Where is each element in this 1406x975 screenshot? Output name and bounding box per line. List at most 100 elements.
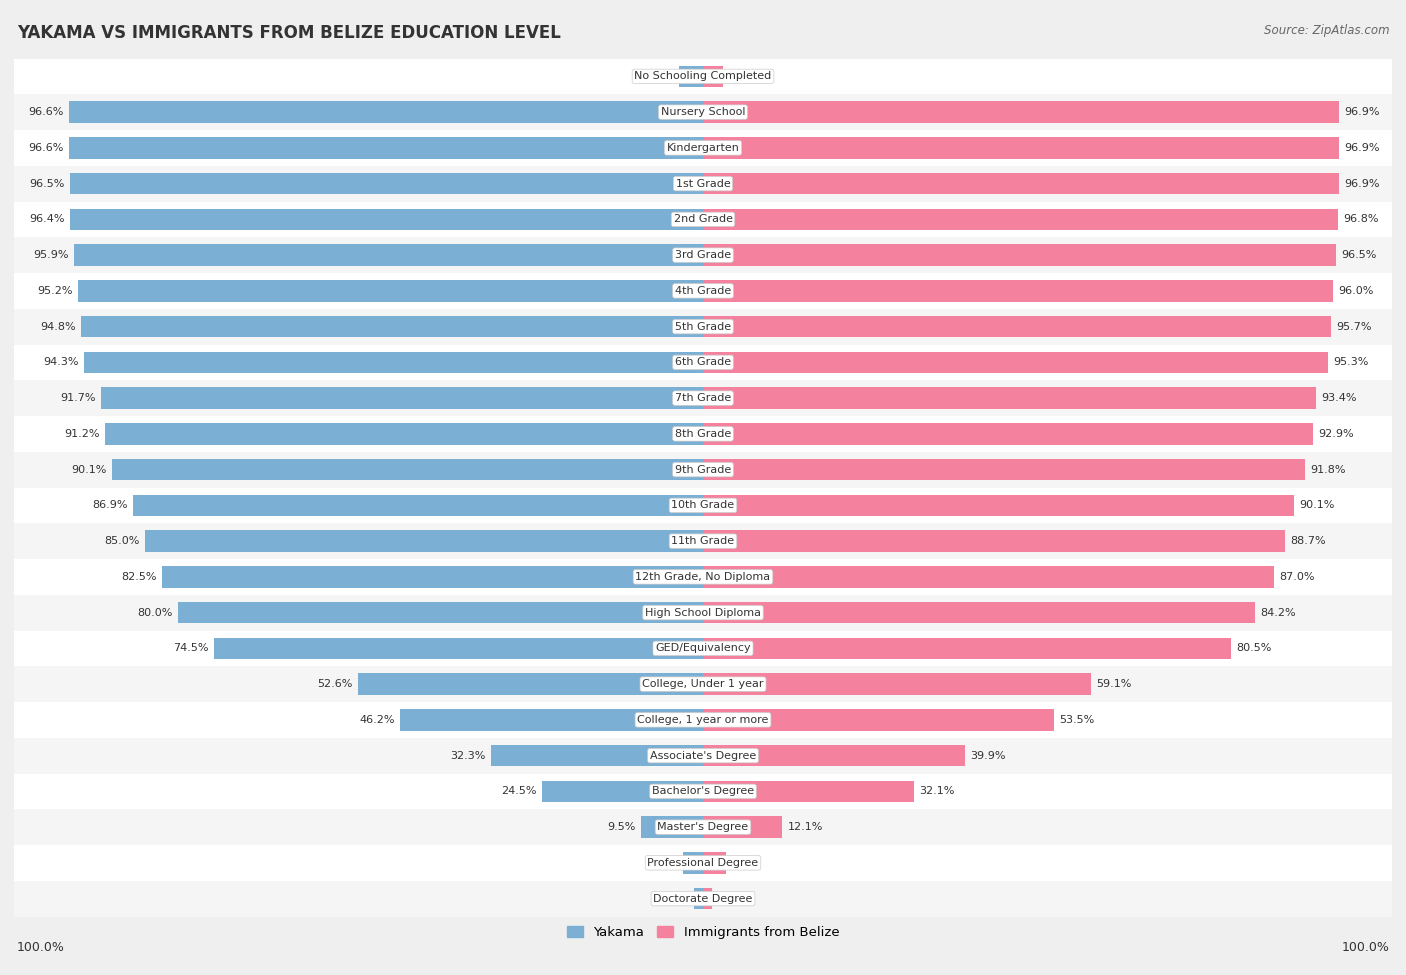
Text: 9th Grade: 9th Grade <box>675 465 731 475</box>
Bar <box>703 101 1339 123</box>
Bar <box>132 494 703 516</box>
Text: 74.5%: 74.5% <box>173 644 209 653</box>
Bar <box>14 488 1392 524</box>
Bar <box>399 709 703 730</box>
Bar <box>703 387 1316 409</box>
Bar <box>14 451 1392 488</box>
Bar <box>703 638 1232 659</box>
Bar <box>359 674 703 695</box>
Text: 96.9%: 96.9% <box>1344 107 1379 117</box>
Text: 4th Grade: 4th Grade <box>675 286 731 295</box>
Bar <box>14 202 1392 237</box>
Bar <box>179 602 703 623</box>
Bar <box>14 130 1392 166</box>
Bar <box>14 416 1392 451</box>
Bar <box>162 566 703 588</box>
Bar <box>703 745 965 766</box>
Bar <box>14 344 1392 380</box>
Bar <box>79 280 703 301</box>
Bar <box>703 530 1285 552</box>
Text: College, 1 year or more: College, 1 year or more <box>637 715 769 724</box>
Bar <box>703 602 1256 623</box>
Bar <box>14 845 1392 880</box>
Text: 85.0%: 85.0% <box>104 536 141 546</box>
Bar <box>703 245 1336 266</box>
Text: College, Under 1 year: College, Under 1 year <box>643 680 763 689</box>
Text: 100.0%: 100.0% <box>17 941 65 954</box>
Bar <box>679 65 703 87</box>
Bar <box>703 566 1274 588</box>
Bar <box>14 166 1392 202</box>
Text: 91.2%: 91.2% <box>63 429 100 439</box>
Bar <box>703 459 1305 481</box>
Bar <box>70 209 703 230</box>
Text: 1.3%: 1.3% <box>717 894 745 904</box>
Text: 96.9%: 96.9% <box>1344 178 1379 188</box>
Text: 90.1%: 90.1% <box>1299 500 1334 510</box>
Text: GED/Equivalency: GED/Equivalency <box>655 644 751 653</box>
Text: 80.0%: 80.0% <box>138 607 173 617</box>
Bar <box>703 781 914 802</box>
Text: 39.9%: 39.9% <box>970 751 1005 760</box>
Bar <box>84 352 703 373</box>
Bar <box>14 380 1392 416</box>
Text: 1st Grade: 1st Grade <box>676 178 730 188</box>
Text: 9.5%: 9.5% <box>607 822 636 832</box>
Bar <box>491 745 703 766</box>
Bar <box>14 702 1392 738</box>
Text: 6th Grade: 6th Grade <box>675 358 731 368</box>
Bar <box>683 852 703 874</box>
Bar <box>703 423 1313 445</box>
Text: 96.5%: 96.5% <box>1341 251 1376 260</box>
Bar <box>703 209 1339 230</box>
Text: 91.8%: 91.8% <box>1310 465 1346 475</box>
Text: 3.6%: 3.6% <box>645 71 673 81</box>
Text: 96.6%: 96.6% <box>28 107 63 117</box>
Bar <box>14 95 1392 130</box>
Bar <box>703 709 1054 730</box>
Bar <box>695 888 703 910</box>
Bar <box>14 809 1392 845</box>
Bar <box>69 137 703 159</box>
Bar <box>73 245 703 266</box>
Text: 96.0%: 96.0% <box>1339 286 1374 295</box>
Text: 5th Grade: 5th Grade <box>675 322 731 332</box>
Text: 52.6%: 52.6% <box>318 680 353 689</box>
Text: 3rd Grade: 3rd Grade <box>675 251 731 260</box>
Bar <box>703 65 723 87</box>
Text: 95.3%: 95.3% <box>1333 358 1369 368</box>
Text: 80.5%: 80.5% <box>1236 644 1272 653</box>
Text: 95.7%: 95.7% <box>1336 322 1372 332</box>
Bar <box>101 387 703 409</box>
Bar <box>14 58 1392 95</box>
Text: 3.1%: 3.1% <box>728 71 756 81</box>
Text: 87.0%: 87.0% <box>1279 572 1315 582</box>
Text: 7th Grade: 7th Grade <box>675 393 731 403</box>
Text: 24.5%: 24.5% <box>502 787 537 797</box>
Text: 95.9%: 95.9% <box>32 251 69 260</box>
Text: 59.1%: 59.1% <box>1097 680 1132 689</box>
Text: 2nd Grade: 2nd Grade <box>673 214 733 224</box>
Text: Kindergarten: Kindergarten <box>666 143 740 153</box>
Text: 96.6%: 96.6% <box>28 143 63 153</box>
Bar <box>703 173 1339 194</box>
Text: 12th Grade, No Diploma: 12th Grade, No Diploma <box>636 572 770 582</box>
Text: 94.3%: 94.3% <box>44 358 79 368</box>
Bar <box>703 494 1294 516</box>
Bar <box>112 459 703 481</box>
Text: 10th Grade: 10th Grade <box>672 500 734 510</box>
Text: 88.7%: 88.7% <box>1291 536 1326 546</box>
Bar <box>14 631 1392 666</box>
Text: 3.5%: 3.5% <box>731 858 759 868</box>
Bar <box>703 816 782 838</box>
Bar <box>703 280 1333 301</box>
Text: 46.2%: 46.2% <box>359 715 395 724</box>
Text: 96.4%: 96.4% <box>30 214 65 224</box>
Bar <box>70 173 703 194</box>
Text: 90.1%: 90.1% <box>72 465 107 475</box>
Bar <box>14 666 1392 702</box>
Bar <box>641 816 703 838</box>
Text: 93.4%: 93.4% <box>1322 393 1357 403</box>
Text: 12.1%: 12.1% <box>787 822 823 832</box>
Bar <box>14 309 1392 344</box>
